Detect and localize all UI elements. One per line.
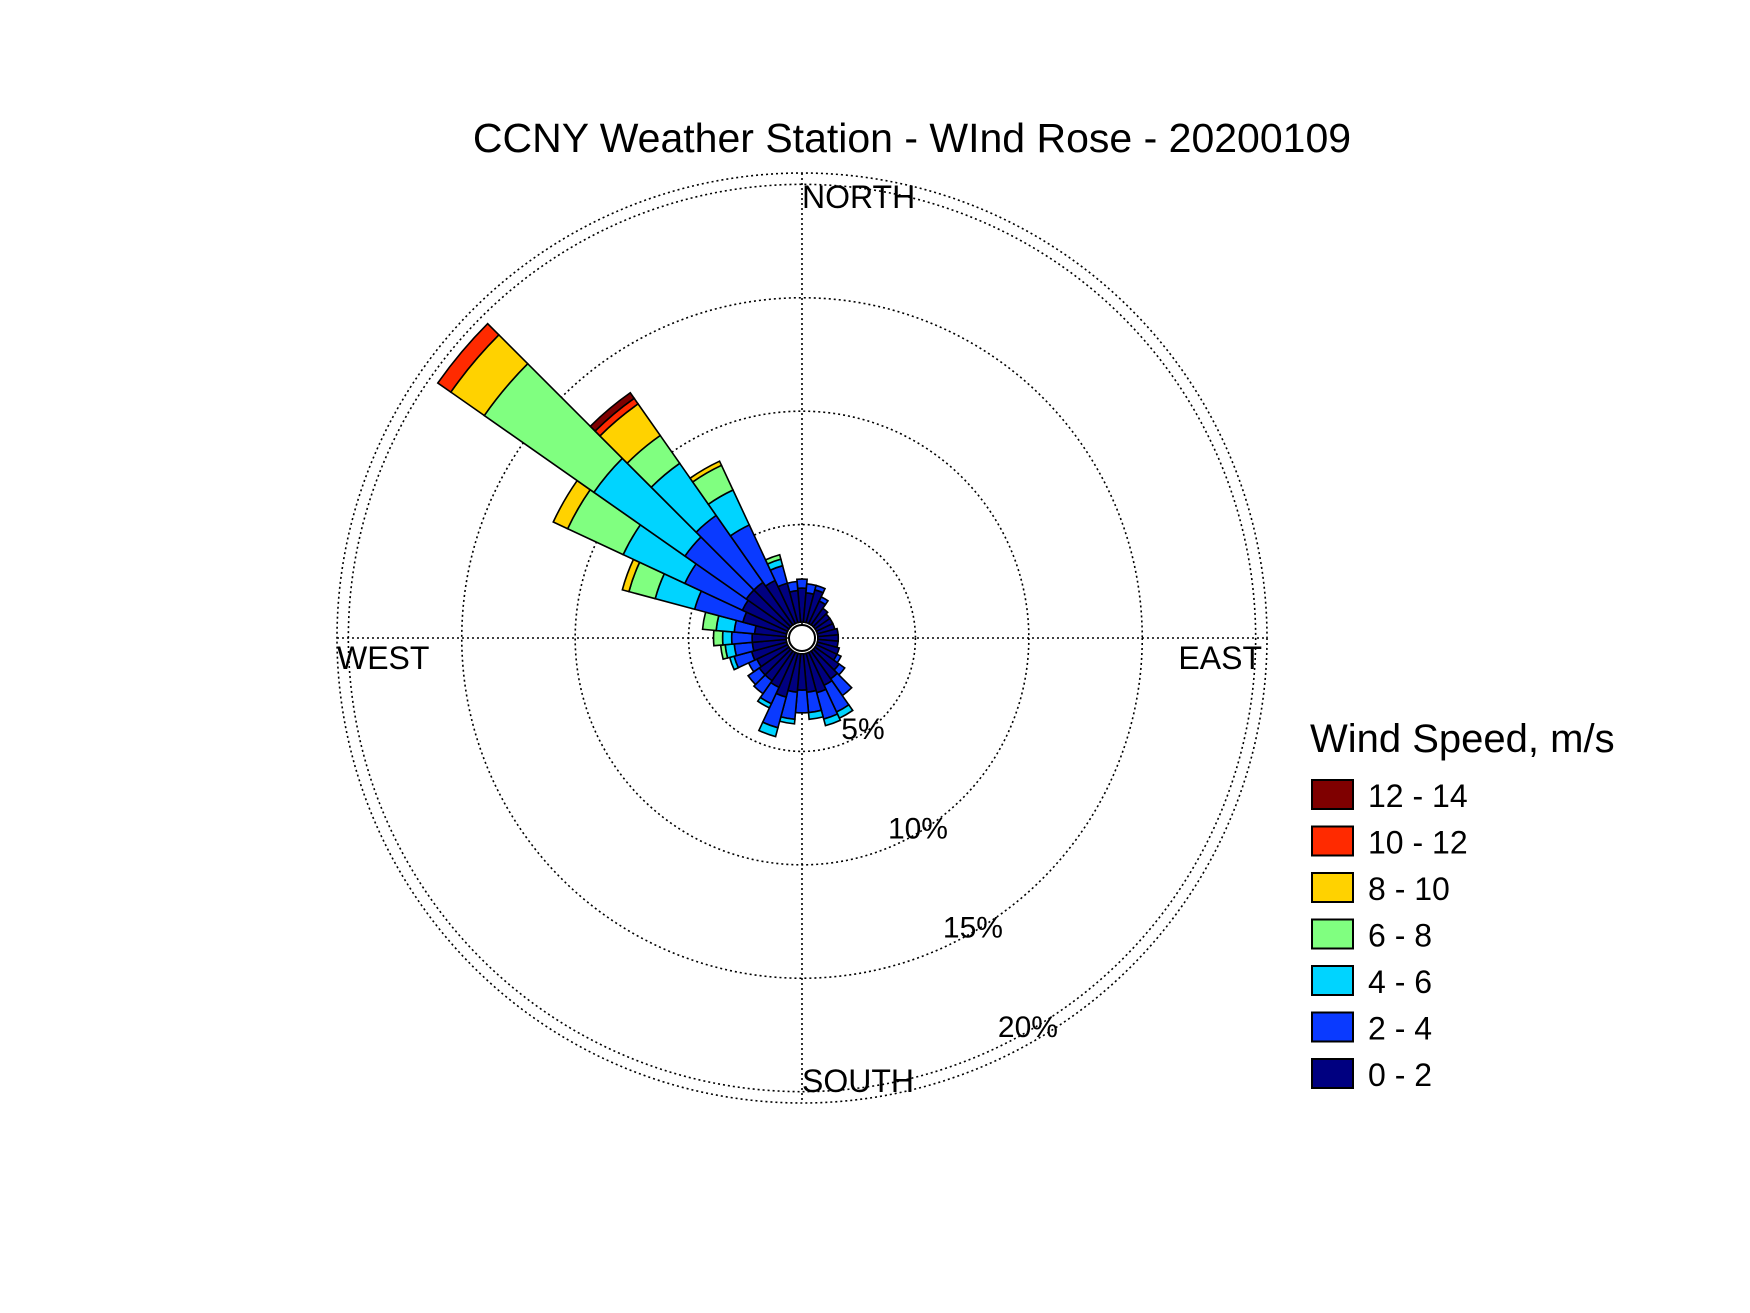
direction-label-north: NORTH	[802, 179, 915, 215]
petal-segment	[786, 580, 799, 593]
petal-segment	[757, 721, 779, 738]
legend-label: 8 - 10	[1368, 871, 1450, 907]
direction-label-east: EAST	[1178, 640, 1262, 676]
petal-segment	[807, 709, 825, 721]
direction-label-south: SOUTH	[802, 1063, 914, 1099]
ring-label: 20%	[998, 1011, 1058, 1044]
petal-segment	[712, 629, 724, 647]
legend-label: 4 - 6	[1368, 964, 1432, 1000]
petal-segment	[756, 696, 773, 709]
legend-swatch	[1311, 1058, 1354, 1089]
legend-label: 0 - 2	[1368, 1057, 1432, 1093]
wind-petals	[436, 322, 854, 738]
chart-title: CCNY Weather Station - WInd Rose - 20200…	[473, 115, 1351, 161]
legend-label: 12 - 14	[1368, 778, 1468, 814]
petal-segment	[688, 460, 723, 484]
petal-segment	[813, 584, 827, 594]
direction-label-west: WEST	[337, 640, 429, 676]
ring-label: 15%	[943, 912, 1003, 945]
ring-label: 10%	[888, 812, 948, 845]
petal-segment	[818, 595, 830, 606]
legend-swatch	[1311, 872, 1354, 903]
legend-swatch	[1311, 965, 1354, 996]
legend-label: 2 - 4	[1368, 1011, 1432, 1047]
petal-segment	[436, 322, 500, 394]
petal-segment	[822, 713, 842, 727]
legend: Wind Speed, m/s 12 - 14 10 - 12 8 - 10 6 - …	[1310, 717, 1615, 1093]
ring-labels: 5% 10% 15% 20%	[841, 713, 1058, 1044]
legend-title: Wind Speed, m/s	[1310, 717, 1615, 761]
legend-swatch	[1311, 1011, 1354, 1043]
petal-segment	[764, 553, 782, 566]
legend-swatch	[1311, 825, 1354, 857]
grid-ring	[347, 183, 1257, 1093]
legend-swatch	[1311, 779, 1354, 810]
legend-label: 10 - 12	[1368, 825, 1468, 861]
petal-segment	[589, 391, 636, 433]
ring-label: 5%	[841, 713, 884, 746]
petal-segment	[721, 630, 733, 646]
legend-label: 6 - 8	[1368, 918, 1432, 954]
calm-center	[788, 624, 816, 652]
petal-segment	[752, 673, 774, 695]
petal-segment	[795, 578, 809, 590]
petal-segment	[809, 607, 829, 628]
legend-swatch	[1311, 918, 1354, 950]
petal-segment	[747, 666, 767, 686]
